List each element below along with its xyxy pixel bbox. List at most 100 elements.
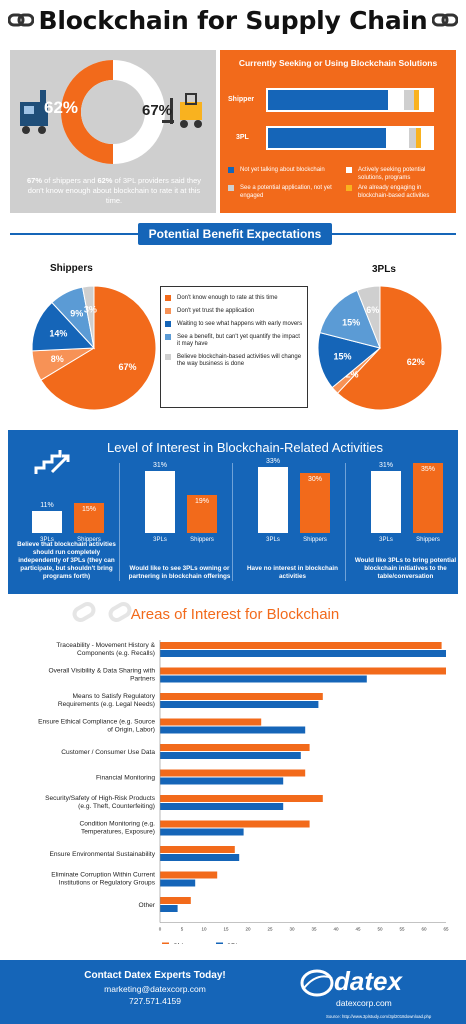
shippers-benefit-pie: 67% 8% 14%9% 3% <box>31 285 157 411</box>
stacked-segment <box>409 128 416 148</box>
pie-value-label: 2% <box>345 369 358 379</box>
stacked-bar-3pl <box>266 126 434 150</box>
bar-value-label: 35% <box>420 466 435 473</box>
tick-label: 10 <box>201 927 207 932</box>
pie-value-label: 6% <box>366 305 379 315</box>
bar-shippers <box>160 718 262 726</box>
footer: Contact Datex Experts Today! marketing@d… <box>0 960 466 1024</box>
contact-email[interactable]: marketing@datexcorp.com <box>104 984 206 994</box>
shipper-bar <box>74 503 104 533</box>
bar-3pls <box>160 879 196 887</box>
bar-value-label: 31% <box>378 462 393 469</box>
stacked-segment <box>387 90 405 110</box>
legend-swatch <box>165 308 171 314</box>
shipper-bar <box>413 463 443 533</box>
legend-swatch <box>165 295 171 301</box>
tick-label: 45 <box>355 927 361 932</box>
tpl-bar <box>258 467 288 533</box>
category-label: Overall Visibility & Data Sharing with Pa… <box>48 668 155 683</box>
bar-category-label: 3PLs <box>153 537 167 543</box>
legend-label: Waiting to see what happens with early m… <box>177 321 303 327</box>
benefit-legend: Don't know enough to rate at this time Do… <box>160 286 308 408</box>
tpl-pie-label: 3PLs <box>372 264 396 275</box>
tick-label: 50 <box>377 927 383 932</box>
broken-chain-icon <box>72 602 132 622</box>
interest-column: 33% 3PLs 30% Shippers Have no interest in bl… <box>240 458 345 581</box>
interest-column: 31% 3PLs 19% Shippers Would like to see 3PLs… <box>127 462 232 581</box>
header <box>0 0 466 46</box>
category-label: Ensure Ethical Compliance (e.g. Source of… <box>38 719 155 734</box>
pct-shippers: 62% <box>44 98 79 117</box>
bar-shippers <box>160 642 442 649</box>
legend-item: See a potential application, not yet eng… <box>228 184 332 200</box>
legend-item: Don't know enough to rate at this time <box>165 295 303 302</box>
row-label-shipper: Shipper <box>228 96 255 103</box>
source-note: Source: http://www.3plstudy.com/3pl2018d… <box>326 1014 432 1019</box>
pie-value-label: 3% <box>84 305 97 315</box>
category-label: Condition Monitoring (e.g. Temperatures, … <box>79 821 155 836</box>
bar-category-label: Shippers <box>190 537 214 543</box>
bar-shippers <box>160 769 306 777</box>
column-divider <box>345 463 346 581</box>
pie-slice <box>40 285 157 411</box>
legend-item: Not yet talking about blockchain <box>228 166 332 174</box>
bar-3pls <box>160 650 446 657</box>
legend-swatch <box>165 334 171 340</box>
category-label: Traceability - Movement History & Compone… <box>56 642 155 657</box>
pie-value-label: 67% <box>118 362 136 372</box>
bar-3pls <box>160 828 244 836</box>
legend-label: See a potential application, not yet eng… <box>240 185 332 199</box>
legend-item: Don't yet trust the application <box>165 308 303 315</box>
legend-label: Actively seeking potential solutions, pr… <box>358 167 426 181</box>
legend-label: Don't yet trust the application <box>177 308 255 314</box>
tpl-bar <box>145 471 175 533</box>
legend-item: Believe blockchain-based activities will… <box>165 354 303 368</box>
brand-site[interactable]: datexcorp.com <box>336 998 392 1008</box>
tpl-bar <box>371 471 401 533</box>
category-label: Customer / Consumer Use Data <box>61 749 155 756</box>
interest-title: Level of Interest in Blockchain-Related … <box>106 440 384 455</box>
bar-value-label: 19% <box>194 498 209 505</box>
caption-text-2: of 3PL providers said they don't know en… <box>27 176 201 205</box>
legend-item: Are already engaging in blockchain-based… <box>346 184 450 200</box>
bar-value-label: 15% <box>81 506 96 513</box>
areas-chart-title: Areas of Interest for Blockchain <box>130 606 340 623</box>
tick-label: 40 <box>333 927 339 932</box>
pie-value-label: 15% <box>342 318 360 328</box>
pie-value-label: 14% <box>49 328 67 338</box>
category-label: Financial Monitoring <box>96 775 155 782</box>
legend-swatch <box>228 167 234 173</box>
shippers-pie-label: Shippers <box>50 263 93 274</box>
caption-stat-2: 62% <box>97 176 113 185</box>
stacked-segment <box>404 90 414 110</box>
bar-shippers <box>160 744 310 751</box>
category-label: Eliminate Corruption Within Current Insti… <box>51 872 155 887</box>
legend-label: Shippers <box>173 944 201 945</box>
bar-value-label: 33% <box>265 458 280 465</box>
datex-logo-icon <box>300 969 334 997</box>
caption-stat-1: 67% <box>26 176 42 185</box>
contact-cta: Contact Datex Experts Today! <box>84 970 226 981</box>
bar-shippers <box>160 667 446 675</box>
category-label: Ensure Environmental Sustainability <box>49 851 155 858</box>
interest-description: Would like to see 3PLs owning or partner… <box>128 565 231 580</box>
page-title: Blockchain for Supply Chain <box>38 6 428 35</box>
stacked-segment <box>413 90 419 110</box>
legend-swatch <box>228 185 234 191</box>
column-divider <box>232 463 233 581</box>
bar-category-label: Shippers <box>416 537 440 543</box>
legend-label: Are already engaging in blockchain-based… <box>358 185 430 199</box>
contact-phone[interactable]: 727.571.4159 <box>129 996 181 1006</box>
interest-column: 31% 3PLs 35% Shippers Would like 3PLs to bri… <box>353 462 458 581</box>
bar-category-label: Shippers <box>303 537 327 543</box>
tick-label: 35 <box>311 927 317 932</box>
pie-value-label: 9% <box>70 309 83 319</box>
bar-shippers <box>160 871 218 879</box>
bar-3pls <box>160 777 284 785</box>
bar-value-label: 31% <box>152 462 167 469</box>
stacked-segment <box>386 128 410 148</box>
legend-swatch <box>165 354 171 360</box>
legend-label: Not yet talking about blockchain <box>240 167 325 173</box>
legend-label: Believe blockchain-based activities will… <box>177 354 302 367</box>
tick-label: 20 <box>245 927 251 932</box>
